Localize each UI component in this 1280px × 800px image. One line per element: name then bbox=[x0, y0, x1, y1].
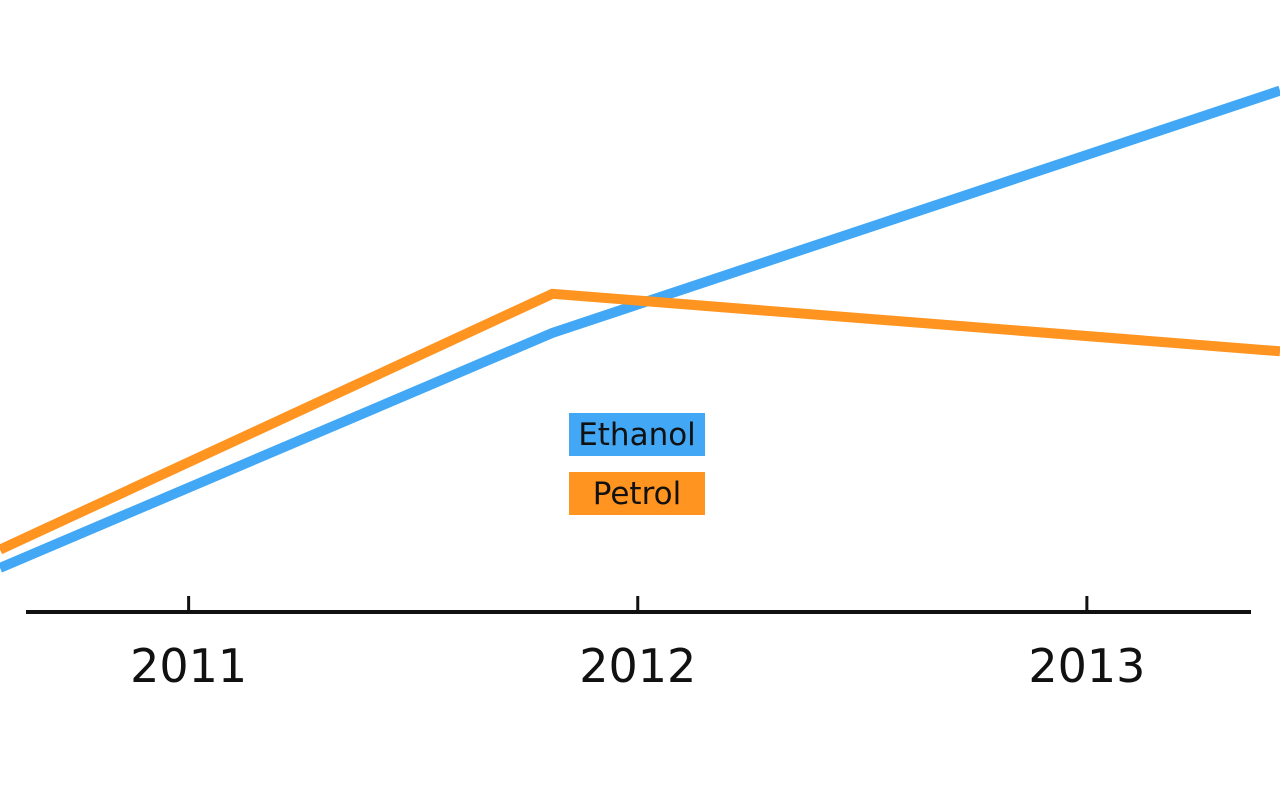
x-tick-label-2012: 2012 bbox=[579, 639, 696, 693]
legend-item-ethanol: Ethanol bbox=[569, 413, 705, 456]
series-layer bbox=[0, 85, 1280, 573]
x-tick-label-2011: 2011 bbox=[130, 639, 247, 693]
series-line-petrol bbox=[0, 288, 1280, 555]
x-axis-ticks: 2011 2012 2013 bbox=[130, 596, 1145, 693]
legend-item-petrol: Petrol bbox=[569, 472, 705, 515]
x-tick-label-2013: 2013 bbox=[1028, 639, 1145, 693]
series-line-ethanol bbox=[0, 85, 1280, 573]
